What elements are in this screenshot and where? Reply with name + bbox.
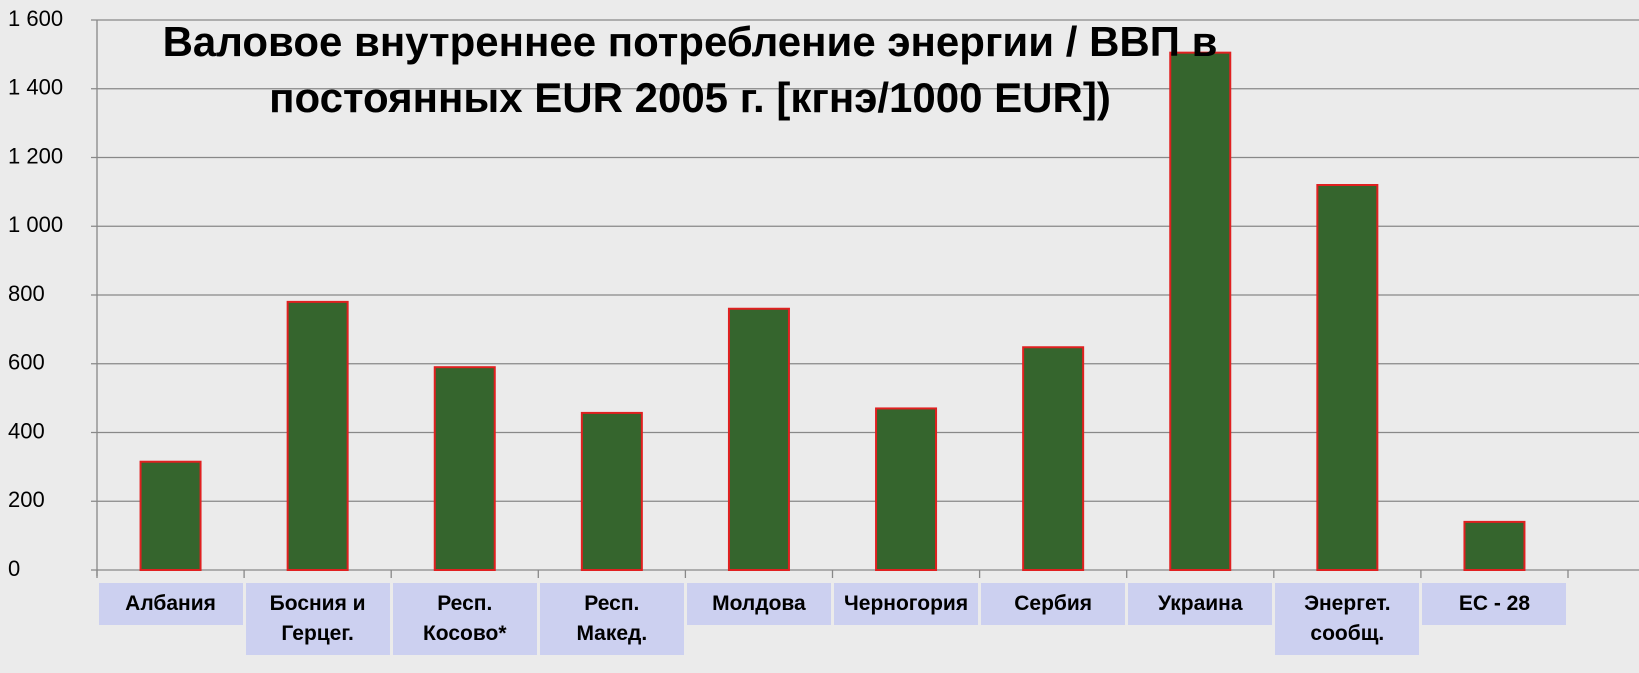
bar — [139, 460, 202, 571]
bar — [875, 407, 938, 571]
bar — [286, 300, 349, 571]
x-tick-label: Босния и Герцег. — [245, 583, 390, 655]
x-tick-label: Албания — [98, 583, 243, 625]
x-tick-label: Черногория — [834, 583, 979, 625]
bar — [1022, 346, 1085, 571]
y-tick-label: 400 — [8, 418, 45, 443]
x-tick-label: Респ. Косово* — [392, 583, 537, 655]
y-tick-label: 200 — [8, 487, 45, 512]
bar — [580, 411, 643, 571]
y-tick-label: 1 400 — [8, 75, 63, 100]
y-tick-label: 1 000 — [8, 212, 63, 237]
bar — [1169, 51, 1232, 571]
chart-title: Валовое внутреннее потребление энергии /… — [162, 18, 1218, 121]
y-tick-label: 1 600 — [8, 6, 63, 31]
x-tick-label: Молдова — [686, 583, 831, 625]
x-tick-label: Сербия — [981, 583, 1126, 625]
bar — [433, 366, 496, 571]
bar — [1316, 184, 1379, 571]
y-tick-label: 0 — [8, 556, 20, 581]
bar — [727, 307, 790, 571]
bar — [1463, 520, 1526, 571]
x-tick-label: Энергет. сообщ. — [1275, 583, 1420, 655]
x-tick-label: Респ. Макед. — [539, 583, 684, 655]
x-tick-label: Украина — [1128, 583, 1273, 625]
x-tick-label: ЕС - 28 — [1422, 583, 1567, 625]
y-tick-label: 800 — [8, 281, 45, 306]
y-tick-label: 600 — [8, 350, 45, 375]
y-tick-label: 1 200 — [8, 143, 63, 168]
